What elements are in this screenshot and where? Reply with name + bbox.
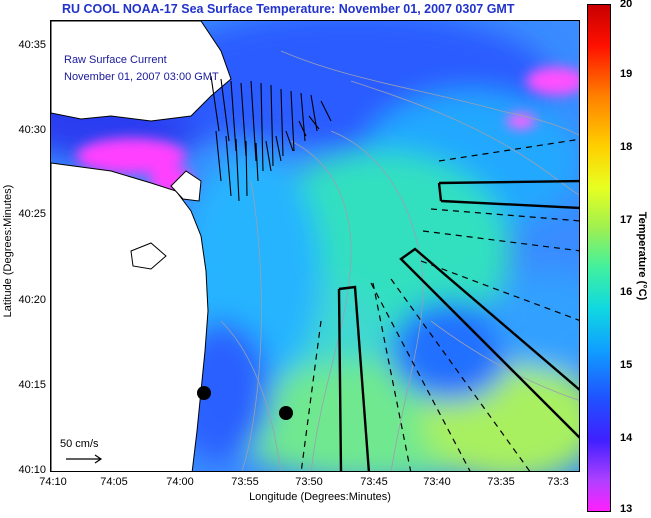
temperature-colorbar [587, 4, 611, 512]
land-area [51, 21, 232, 471]
colorbar-tick: 13 [620, 503, 633, 515]
ytick-label: 40:20 [18, 294, 46, 306]
current-legend-label: Raw Surface Current [64, 54, 167, 66]
colorbar-label: Temperature (°C) [636, 211, 648, 301]
survey-transects [300, 138, 579, 471]
ytick-label: 40:30 [18, 124, 46, 136]
current-legend-time: November 01, 2007 03:00 GMT [64, 71, 219, 83]
colorbar-tick: 14 [620, 432, 633, 444]
sst-map [50, 20, 580, 472]
xtick-label: 73:3 [547, 476, 569, 488]
xtick-label: 73:40 [423, 476, 451, 488]
station-dot [279, 406, 293, 420]
land-islands [130, 170, 202, 270]
sst-map-canvas [51, 21, 579, 471]
ytick-label: 40:10 [18, 464, 46, 476]
xtick-label: 74:00 [166, 476, 194, 488]
colorbar-tick: 17 [620, 214, 633, 226]
colorbar-tick: 18 [620, 141, 633, 153]
study-boxes [337, 179, 579, 471]
xtick-label: 73:55 [231, 476, 259, 488]
sst-field [51, 21, 579, 471]
xtick-label: 73:50 [295, 476, 323, 488]
colorbar-tick: 15 [620, 359, 633, 371]
ytick-label: 40:35 [18, 39, 46, 51]
scale-arrow [66, 454, 103, 464]
scale-label: 50 cm/s [60, 438, 99, 450]
xtick-label: 73:35 [487, 476, 515, 488]
ytick-label: 40:15 [18, 379, 46, 391]
x-axis-label: Longitude (Degrees:Minutes) [249, 491, 391, 503]
station-dot [197, 386, 211, 400]
xtick-label: 74:05 [100, 476, 128, 488]
map-title: RU COOL NOAA-17 Sea Surface Temperature:… [62, 2, 515, 16]
colorbar-tick: 19 [620, 68, 633, 80]
xtick-label: 73:45 [360, 476, 388, 488]
current-vectors [210, 75, 332, 202]
y-axis-label: Latitude (Degrees:Minutes) [2, 184, 14, 318]
colorbar-tick: 20 [620, 0, 633, 10]
ytick-label: 40:25 [18, 208, 46, 220]
colorbar-tick: 16 [620, 286, 633, 298]
xtick-label: 74:10 [39, 476, 67, 488]
